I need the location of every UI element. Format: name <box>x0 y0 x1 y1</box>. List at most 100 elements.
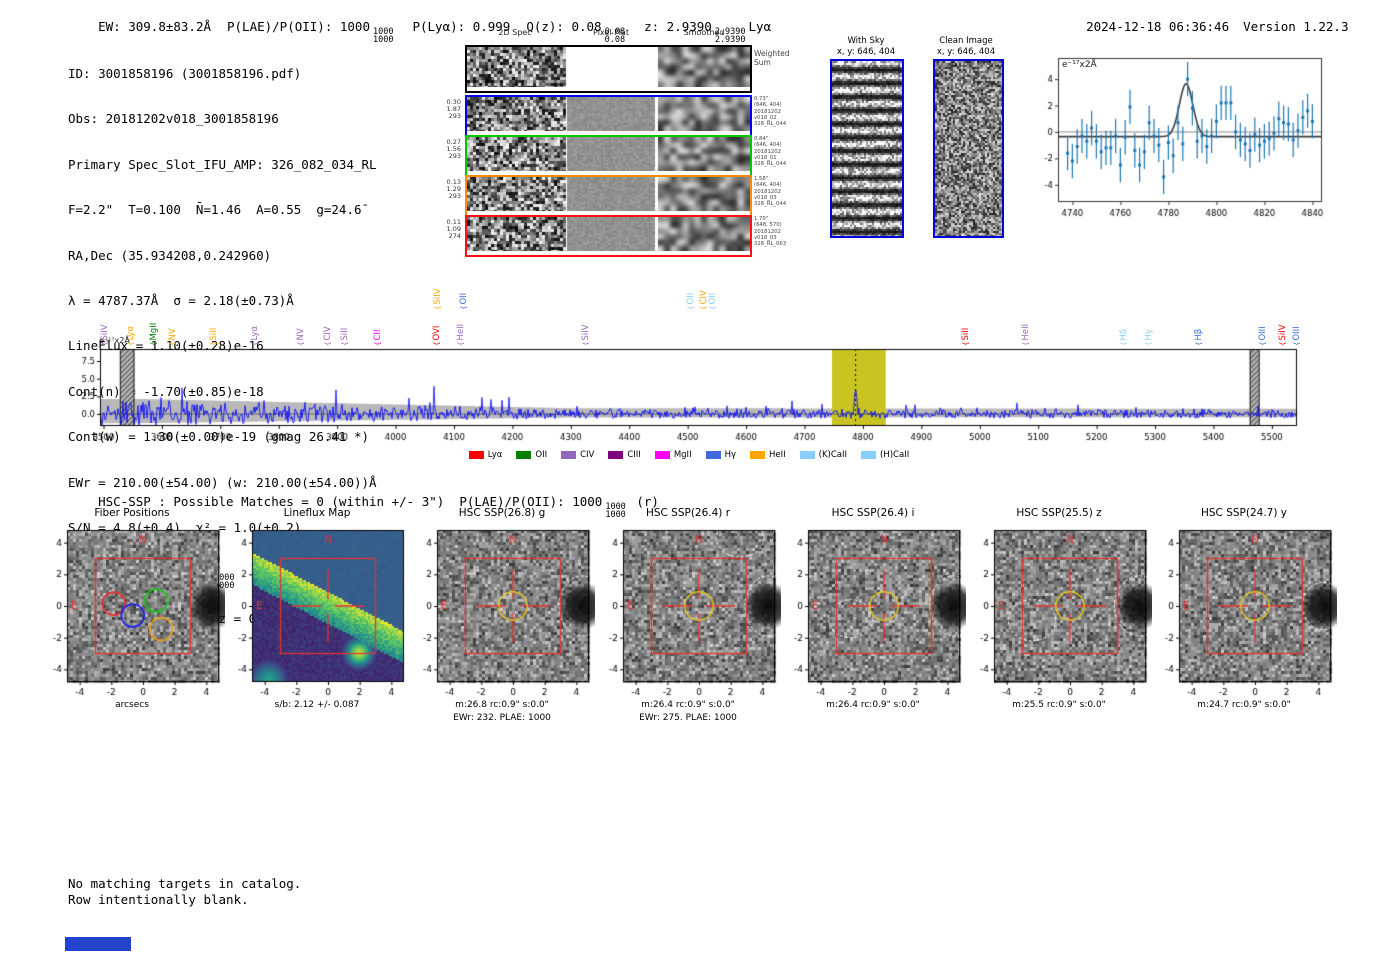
ew-value: EW: 309.8±83.2Å <box>98 19 211 34</box>
z-range: 2.9390 2.9390 <box>714 27 746 45</box>
cutout-title-lineflux: Lineflux Map <box>283 507 351 519</box>
legend-swatch <box>561 451 577 459</box>
cutout-caption-g1: m:26.8 rc:0.9" s:0.0" <box>455 700 549 710</box>
info-line-radec: RA,Dec (35.934208,0.242960) <box>68 247 272 263</box>
spec2d-weighted-strip <box>467 47 750 87</box>
cutout-title-fiber: Fiber Positions <box>94 507 170 519</box>
cutout-hsc-z <box>966 522 1152 700</box>
spec2d-strip-3 <box>467 177 750 211</box>
emission-line-label: {OII <box>686 292 697 310</box>
header-summary: EW: 309.8±83.2Å P(LAE)/P(OII): 1000 1000 10… <box>68 4 771 59</box>
legend-item: Lyα <box>468 450 502 460</box>
clean-image-panel <box>933 59 1004 238</box>
col-header-smoothed: Smoothed <box>683 28 725 37</box>
cutout-title-y: HSC SSP(24.7) y <box>1200 507 1287 519</box>
row3-meta: 1.58" (646, 404) 20181202 v018_03 326_RL_044 <box>754 176 787 208</box>
cutout-fiber-positions <box>39 522 225 700</box>
col-header-2dspec: 2D Spec <box>498 28 532 37</box>
row4-meta: 1.70" (648, 570) 20181202 v018_03 326_RL_063 <box>754 216 787 248</box>
spec2d-row-2 <box>465 135 752 177</box>
emission-line-label: {OII <box>459 292 470 310</box>
legend-item: Hγ <box>705 450 736 460</box>
spectrum-chart <box>58 333 1320 445</box>
with-sky-title: With Sky x, y: 646, 404 <box>836 36 896 57</box>
spec2d-row-3 <box>465 175 752 217</box>
legend-item: HeII <box>750 450 786 460</box>
cutout-hsc-y <box>1151 522 1337 700</box>
cutout-title-z: HSC SSP(25.5) z <box>1016 507 1102 519</box>
bottom-blue-bar <box>65 937 131 951</box>
spec2d-row-4 <box>465 215 752 257</box>
legend-swatch <box>516 451 532 459</box>
cutout-hsc-g <box>409 522 595 700</box>
cutout-caption-i1: m:26.4 rc:0.9" s:0.0" <box>826 700 920 710</box>
info-line-id: ID: 3001858196 (3001858196.pdf) <box>68 66 302 81</box>
spec2d-row-1 <box>465 95 752 137</box>
plya-value: P(Lyα): 0.999 <box>412 19 511 34</box>
header-timestamp: 2024-12-18 06:36:46 Version 1.22.3 <box>1056 4 1348 49</box>
clean-image <box>935 61 1002 236</box>
cutout-caption-z1: m:25.5 rc:0.9" s:0.0" <box>1012 700 1106 710</box>
hsc-match-line: HSC-SSP : Possible Matches = 0 (within +… <box>98 494 659 520</box>
row4-weights: 0.11 1.09 274 <box>446 218 461 240</box>
qz-value: Q(z): 0.08 <box>526 19 602 34</box>
footer-note-1: No matching targets in catalog. <box>68 876 302 891</box>
legend-swatch <box>654 451 670 459</box>
hsc-plae-range: 1000 1000 <box>605 502 626 520</box>
emission-line-label: {OII <box>708 292 719 310</box>
emission-line-label: {SiIV <box>433 288 444 310</box>
cutout-hsc-r <box>595 522 781 700</box>
info-line-obs: Obs: 20181202v018_3001858196 <box>68 111 279 127</box>
spec2d-weighted-row <box>465 45 752 93</box>
cutout-title-r: HSC SSP(26.4) r <box>645 507 731 519</box>
cutout-title-i: HSC SSP(26.4) i <box>831 507 915 519</box>
legend-swatch <box>861 451 877 459</box>
legend-swatch <box>468 451 484 459</box>
legend-swatch <box>799 451 815 459</box>
legend-swatch <box>750 451 765 459</box>
row3-weights: 0.13 1.29 293 <box>446 178 461 200</box>
legend-item: CIII <box>608 450 641 460</box>
legend-swatch <box>608 451 624 459</box>
with-sky-panel <box>830 59 904 238</box>
cutout-caption-y1: m:24.7 rc:0.9" s:0.0" <box>1197 700 1291 710</box>
cutout-title-g: HSC SSP(26.8) g <box>458 507 546 519</box>
spec2d-strip-4 <box>467 217 750 251</box>
spec2d-strip-2 <box>467 137 750 171</box>
report-version: Version 1.22.3 <box>1243 19 1349 34</box>
spec2d-strip-1 <box>467 97 750 131</box>
spectrum-legend: Lyα OII CIV CIII MgII Hγ HeII (K)CaII (H)CaII <box>58 444 1320 463</box>
cutout-caption-r1: m:26.4 rc:0.9" s:0.0" <box>641 700 735 710</box>
plae-label: P(LAE)/P(OII): 1000 <box>227 19 370 34</box>
with-sky-image <box>832 61 902 236</box>
footer-note-2: Row intentionally blank. <box>68 892 249 907</box>
z-value: z: 2.9390 <box>644 19 712 34</box>
inset-unit-label: e⁻¹⁷x2Å <box>1062 60 1097 70</box>
line-fit-chart <box>1032 46 1332 228</box>
line-classification: Lyα <box>748 19 772 34</box>
legend-item: (H)CaII <box>861 450 909 460</box>
cutout-caption-r2: EWr: 275. PLAE: 1000 <box>639 713 737 723</box>
legend-item: (K)CaII <box>799 450 847 460</box>
qz-range: 0.08 0.08 <box>604 27 626 45</box>
col-header-pixelflat: Pixel Flat <box>593 28 629 37</box>
weighted-sum-label: Weighted Sum <box>754 49 790 67</box>
info-line-seeing: F=2.2" T=0.100 N̄=1.46 A=0.55 g=24.6̄ <box>68 202 362 218</box>
info-line-ewr: EWr = 210.00(±54.00) (w: 210.00(±54.00))… <box>68 474 377 490</box>
info-line-primary: Primary Spec_Slot_IFU_AMP: 326_082_034_R… <box>68 156 377 172</box>
spectrum-unit-label: e⁻¹⁷x2Å <box>99 336 130 345</box>
report-date: 2024-12-18 06:36:46 <box>1086 19 1230 34</box>
legend-item: MgII <box>654 450 692 460</box>
legend-item: CIV <box>561 450 594 460</box>
cutout-caption-lineflux: s/b: 2.12 +/- 0.087 <box>274 700 360 710</box>
row2-weights: 0.27 1.56 293 <box>446 138 461 160</box>
row1-weights: 0.30 1.87 293 <box>446 98 461 120</box>
cutout-caption-g2: EWr: 232. PLAE: 1000 <box>453 713 551 723</box>
row2-meta: 0.84" (646, 404) 20181202 v018_01 326_RL_044 <box>754 136 787 168</box>
legend-item: OII <box>516 450 547 460</box>
cutout-caption-fiber: arcsecs <box>115 700 149 710</box>
cutout-hsc-i <box>780 522 966 700</box>
plae-range: 1000 1000 <box>373 27 394 45</box>
clean-image-title: Clean Image x, y: 646, 404 <box>936 36 996 57</box>
